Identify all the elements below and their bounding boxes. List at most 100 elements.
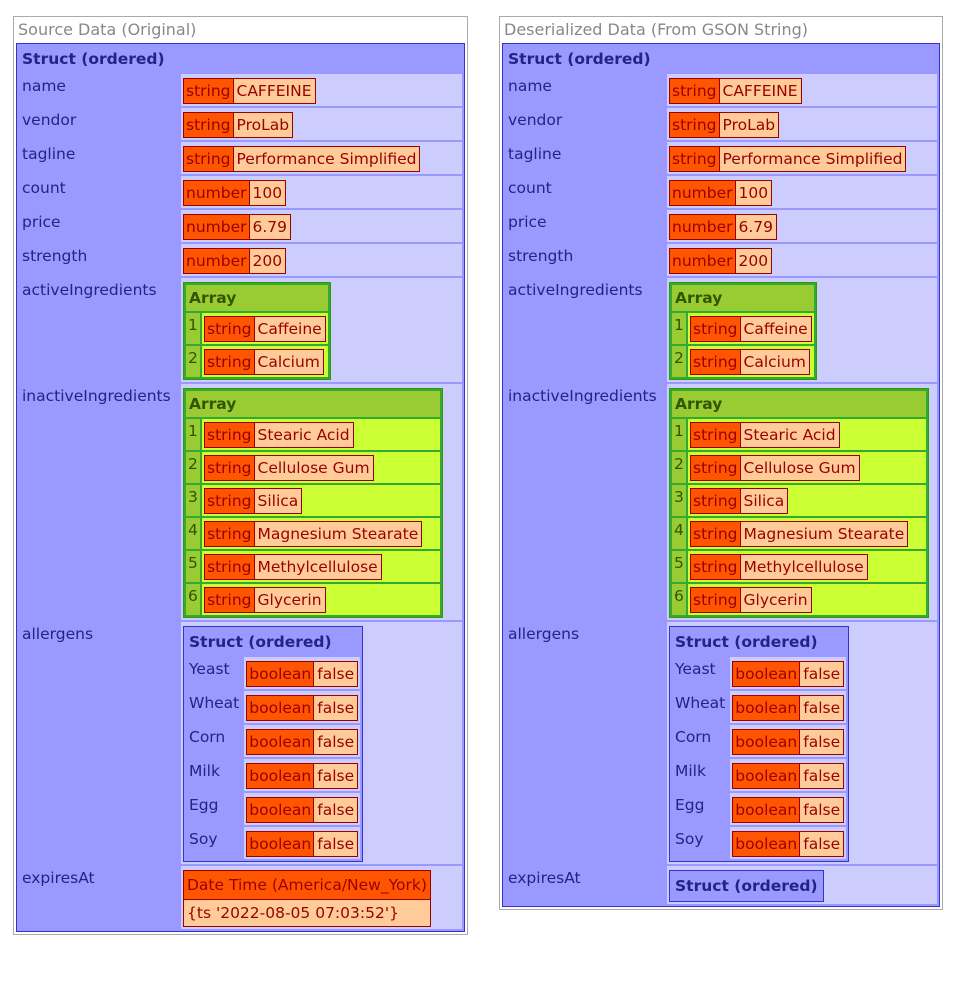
struct-header[interactable]: Struct (ordered): [186, 629, 361, 655]
type-label[interactable]: string: [205, 588, 254, 612]
struct-key[interactable]: Milk: [672, 759, 729, 791]
key-allergens[interactable]: allergens: [19, 622, 179, 864]
type-label[interactable]: string: [205, 522, 254, 546]
key-count[interactable]: count: [19, 176, 179, 208]
value-text: Glycerin: [253, 588, 325, 612]
type-label[interactable]: string: [670, 113, 719, 137]
struct-header[interactable]: Struct (ordered): [672, 629, 847, 655]
key-strength[interactable]: strength: [505, 244, 665, 276]
type-label[interactable]: boolean: [733, 764, 800, 788]
type-label[interactable]: string: [205, 555, 254, 579]
array-index[interactable]: 3: [672, 485, 686, 516]
type-label[interactable]: boolean: [247, 730, 314, 754]
key-expiresAt[interactable]: expiresAt: [505, 866, 665, 904]
type-label[interactable]: string: [184, 113, 233, 137]
type-label[interactable]: string: [691, 350, 740, 374]
type-label[interactable]: string: [205, 489, 254, 513]
struct-key[interactable]: Soy: [672, 827, 729, 859]
type-label[interactable]: number: [184, 215, 249, 239]
key-inactiveIngredients[interactable]: inactiveIngredients: [19, 384, 179, 620]
type-label[interactable]: number: [670, 215, 735, 239]
array-header[interactable]: Array: [672, 391, 926, 417]
type-label[interactable]: string: [205, 456, 254, 480]
type-label[interactable]: string: [184, 147, 233, 171]
key-price[interactable]: price: [19, 210, 179, 242]
struct-key[interactable]: Wheat: [186, 691, 243, 723]
type-label[interactable]: string: [670, 79, 719, 103]
struct-key[interactable]: Egg: [186, 793, 243, 825]
type-label[interactable]: string: [691, 423, 740, 447]
type-label[interactable]: string: [691, 456, 740, 480]
key-allergens[interactable]: allergens: [505, 622, 665, 864]
array-header[interactable]: Array: [186, 391, 440, 417]
struct-header[interactable]: Struct (ordered): [19, 46, 462, 72]
type-label[interactable]: string: [691, 588, 740, 612]
struct-key[interactable]: Yeast: [672, 657, 729, 689]
type-label[interactable]: string: [184, 79, 233, 103]
type-label[interactable]: string: [691, 522, 740, 546]
array-index[interactable]: 2: [672, 452, 686, 483]
type-label[interactable]: boolean: [247, 696, 314, 720]
array-index[interactable]: 4: [672, 518, 686, 549]
key-vendor[interactable]: vendor: [505, 108, 665, 140]
array-index[interactable]: 2: [672, 346, 686, 377]
struct-key[interactable]: Milk: [186, 759, 243, 791]
struct-key[interactable]: Corn: [186, 725, 243, 757]
key-expiresAt[interactable]: expiresAt: [19, 866, 179, 929]
array-index[interactable]: 1: [672, 419, 686, 450]
key-name[interactable]: name: [505, 74, 665, 106]
struct-key[interactable]: Egg: [672, 793, 729, 825]
array-index[interactable]: 6: [672, 584, 686, 615]
struct-key[interactable]: Wheat: [672, 691, 729, 723]
type-label[interactable]: boolean: [247, 764, 314, 788]
type-label[interactable]: number: [184, 249, 249, 273]
type-label[interactable]: number: [670, 181, 735, 205]
type-label[interactable]: boolean: [247, 662, 314, 686]
type-label[interactable]: string: [205, 350, 254, 374]
type-label[interactable]: boolean: [247, 832, 314, 856]
struct-key[interactable]: Soy: [186, 827, 243, 859]
type-label[interactable]: number: [184, 181, 249, 205]
key-name[interactable]: name: [19, 74, 179, 106]
key-vendor[interactable]: vendor: [19, 108, 179, 140]
key-price[interactable]: price: [505, 210, 665, 242]
struct-header[interactable]: Struct (ordered): [672, 873, 821, 899]
key-activeIngredients[interactable]: activeIngredients: [505, 278, 665, 382]
type-label[interactable]: boolean: [733, 798, 800, 822]
array-index[interactable]: 1: [186, 419, 200, 450]
key-tagline[interactable]: tagline: [19, 142, 179, 174]
key-count[interactable]: count: [505, 176, 665, 208]
type-label[interactable]: string: [691, 555, 740, 579]
array-index[interactable]: 2: [186, 346, 200, 377]
array-index[interactable]: 1: [186, 313, 200, 344]
array-index[interactable]: 5: [672, 551, 686, 582]
struct-key[interactable]: Yeast: [186, 657, 243, 689]
array-index[interactable]: 2: [186, 452, 200, 483]
array-index[interactable]: 3: [186, 485, 200, 516]
type-label[interactable]: boolean: [733, 696, 800, 720]
type-label[interactable]: boolean: [733, 730, 800, 754]
key-strength[interactable]: strength: [19, 244, 179, 276]
array-index[interactable]: 6: [186, 584, 200, 615]
struct-key[interactable]: Corn: [672, 725, 729, 757]
type-label[interactable]: number: [670, 249, 735, 273]
array-header[interactable]: Array: [186, 285, 328, 311]
type-label[interactable]: string: [205, 423, 254, 447]
array-index[interactable]: 4: [186, 518, 200, 549]
type-label[interactable]: string: [670, 147, 719, 171]
key-activeIngredients[interactable]: activeIngredients: [19, 278, 179, 382]
array-header[interactable]: Array: [672, 285, 814, 311]
key-tagline[interactable]: tagline: [505, 142, 665, 174]
array-index[interactable]: 5: [186, 551, 200, 582]
datetime-header[interactable]: Date Time (America/New_York): [184, 871, 430, 899]
type-label[interactable]: boolean: [733, 832, 800, 856]
struct-row-allergens: allergens Struct (ordered) Yeast boolean…: [505, 622, 937, 864]
array-index[interactable]: 1: [672, 313, 686, 344]
key-inactiveIngredients[interactable]: inactiveIngredients: [505, 384, 665, 620]
type-label[interactable]: boolean: [247, 798, 314, 822]
type-label[interactable]: string: [691, 489, 740, 513]
type-label[interactable]: string: [205, 317, 254, 341]
type-label[interactable]: boolean: [733, 662, 800, 686]
type-label[interactable]: string: [691, 317, 740, 341]
struct-header[interactable]: Struct (ordered): [505, 46, 937, 72]
